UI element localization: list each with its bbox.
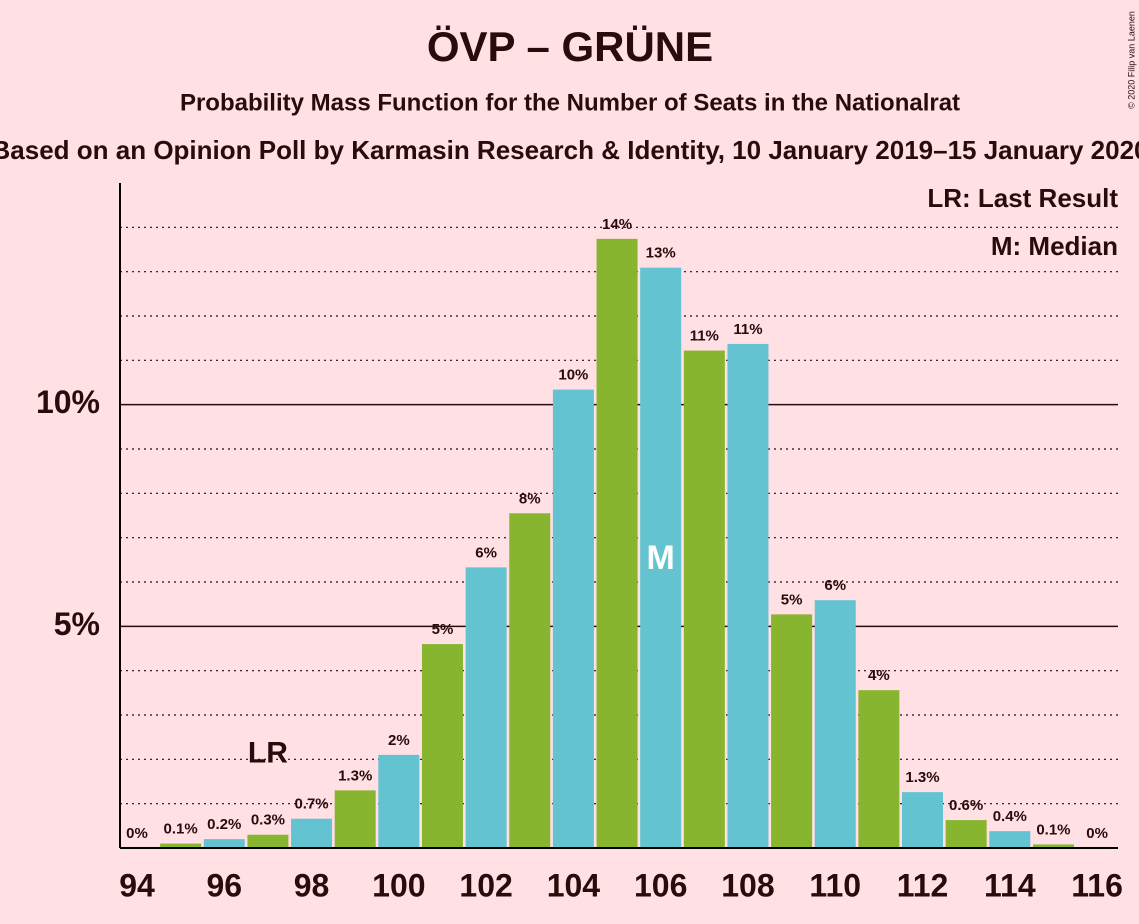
chart-subtitle: Probability Mass Function for the Number… xyxy=(180,89,960,116)
value-label: 10% xyxy=(558,367,588,384)
x-tick-label: 98 xyxy=(294,867,330,903)
value-label: 0.3% xyxy=(251,812,285,829)
bar xyxy=(989,831,1031,848)
bar xyxy=(640,267,682,849)
value-label: 0.1% xyxy=(1036,821,1070,838)
value-label: 0.2% xyxy=(207,816,241,833)
value-label: 1.3% xyxy=(905,769,939,786)
bar xyxy=(291,818,333,848)
x-tick-label: 102 xyxy=(459,867,512,903)
bar xyxy=(727,343,769,848)
x-tick-label: 110 xyxy=(809,867,861,903)
bar xyxy=(334,790,376,848)
bar xyxy=(771,614,813,848)
bar xyxy=(683,350,725,848)
x-tick-label: 114 xyxy=(984,867,1036,903)
bar xyxy=(596,238,638,849)
value-label: 4% xyxy=(868,667,890,684)
x-tick-label: 96 xyxy=(206,867,242,903)
bar xyxy=(378,754,420,848)
value-label: 13% xyxy=(646,245,676,262)
value-label: 11% xyxy=(690,328,719,345)
value-label: 0% xyxy=(1086,825,1108,842)
x-tick-label: 112 xyxy=(897,867,949,903)
bar xyxy=(814,600,856,848)
legend-entry: M: Median xyxy=(991,231,1118,261)
y-tick-label: 5% xyxy=(54,606,100,642)
value-label: 6% xyxy=(824,577,846,594)
x-tick-label: 94 xyxy=(119,867,155,903)
chart-subtitle: Based on an Opinion Poll by Karmasin Res… xyxy=(0,135,1139,165)
bar xyxy=(945,820,987,848)
annotation: LR xyxy=(248,737,288,770)
x-tick-label: 104 xyxy=(547,867,601,903)
value-label: 0.7% xyxy=(294,796,328,813)
value-label: 5% xyxy=(432,621,454,638)
bar xyxy=(902,792,944,848)
value-label: 6% xyxy=(475,544,497,561)
x-tick-label: 106 xyxy=(634,867,687,903)
annotation: M xyxy=(647,539,675,577)
value-label: 1.3% xyxy=(338,767,372,784)
bar xyxy=(160,843,202,848)
bar xyxy=(858,690,900,848)
legend-entry: LR: Last Result xyxy=(927,183,1118,213)
x-tick-label: 100 xyxy=(372,867,425,903)
bar xyxy=(203,839,245,848)
bar xyxy=(552,389,594,848)
value-label: 8% xyxy=(519,490,541,507)
value-label: 0.4% xyxy=(993,808,1027,825)
value-label: 5% xyxy=(781,591,803,608)
x-tick-label: 116 xyxy=(1071,867,1123,903)
value-label: 2% xyxy=(388,732,410,749)
copyright: © 2020 Filip van Laenen xyxy=(1126,11,1136,109)
bar xyxy=(1032,844,1074,848)
value-label: 11% xyxy=(733,321,762,338)
bar xyxy=(465,567,507,848)
chart-title: ÖVP – GRÜNE xyxy=(427,23,713,70)
value-label: 0.6% xyxy=(949,797,983,814)
x-tick-label: 108 xyxy=(721,867,774,903)
value-label: 14% xyxy=(602,216,632,233)
bar xyxy=(247,834,289,848)
y-tick-label: 10% xyxy=(36,384,100,420)
bar xyxy=(421,644,463,848)
bar xyxy=(509,513,551,848)
value-label: 0.1% xyxy=(164,821,198,838)
value-label: 0% xyxy=(126,825,148,842)
